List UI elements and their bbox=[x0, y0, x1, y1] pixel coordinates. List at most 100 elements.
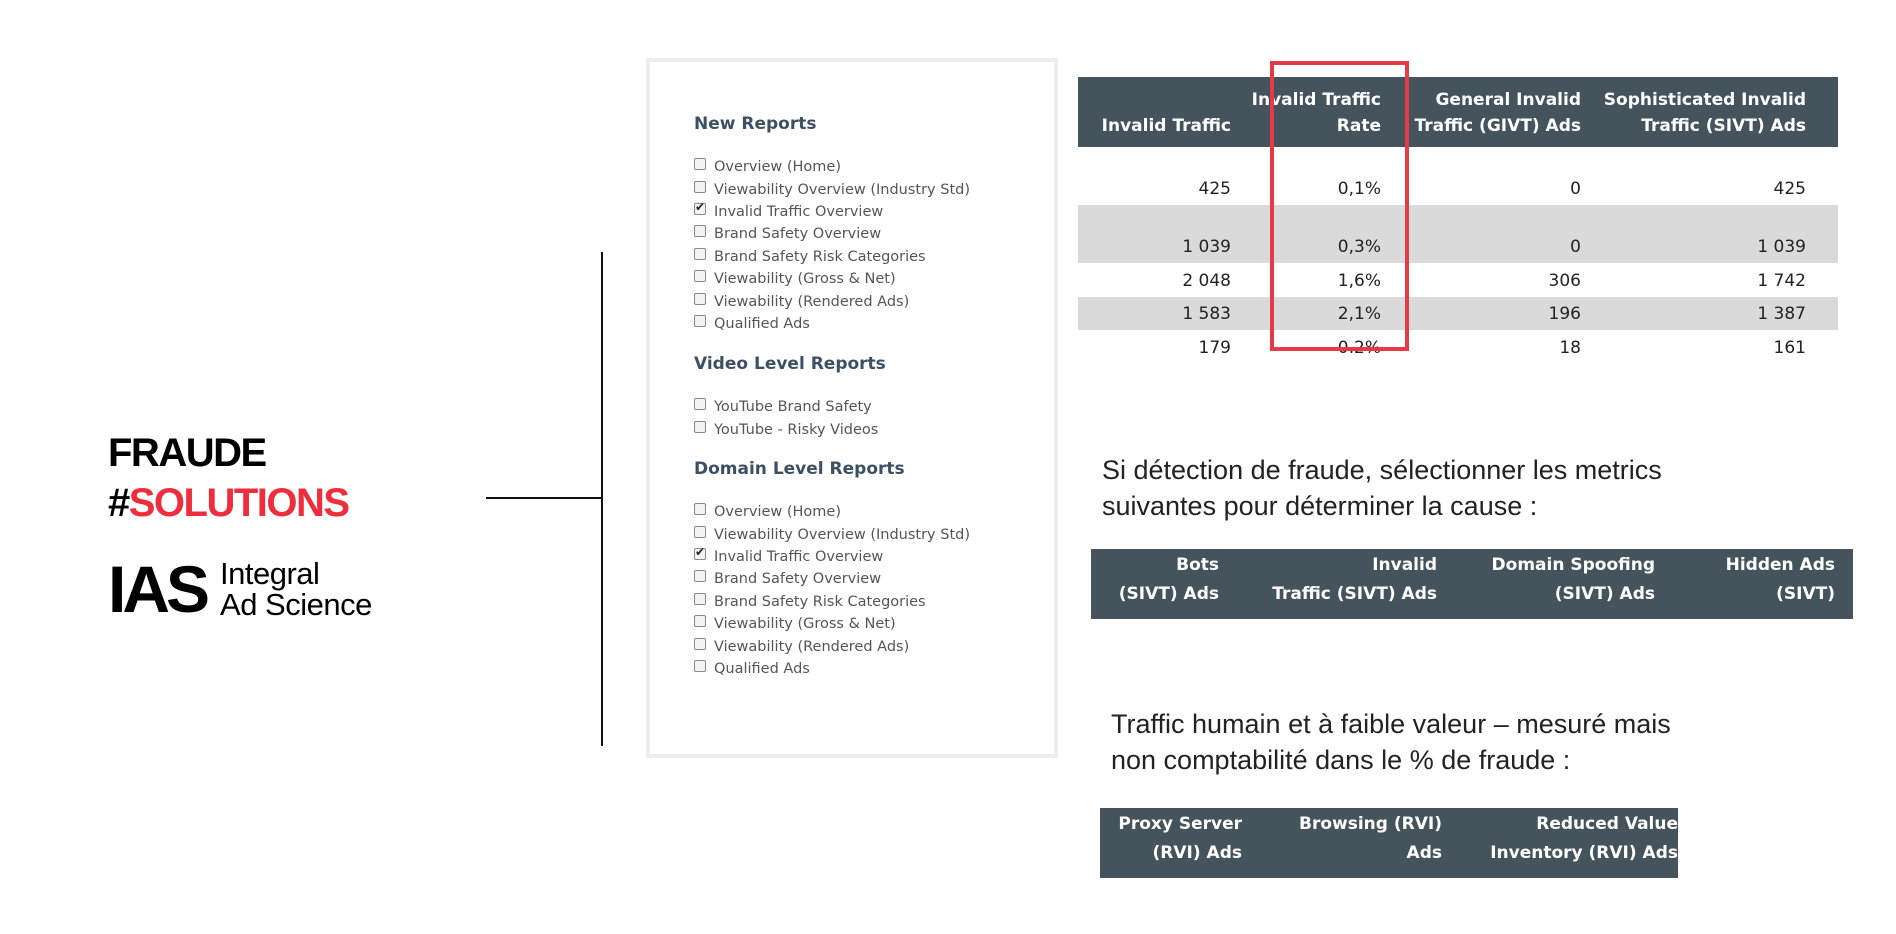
checkbox[interactable] bbox=[694, 158, 706, 171]
report-item[interactable]: Overview (Home) bbox=[694, 156, 970, 178]
table-cell: 0,3% bbox=[1337, 237, 1381, 257]
ias-logo: IAS Integral Ad Science bbox=[108, 556, 372, 622]
report-panel: New Reports Overview (Home) Viewability … bbox=[646, 58, 1058, 758]
table-cell: 2,1% bbox=[1337, 304, 1381, 324]
report-item[interactable]: YouTube Brand Safety bbox=[694, 396, 878, 418]
report-item[interactable]: Qualified Ads bbox=[694, 313, 970, 335]
report-item[interactable]: Qualified Ads bbox=[694, 658, 970, 680]
report-item-label: Brand Safety Overview bbox=[714, 226, 882, 243]
section-title-video-reports: Video Level Reports bbox=[694, 354, 886, 374]
report-item-label: Viewability Overview (Industry Std) bbox=[714, 181, 970, 198]
report-item[interactable]: Viewability (Gross & Net) bbox=[694, 613, 970, 635]
report-item-label: Viewability (Gross & Net) bbox=[714, 616, 896, 633]
ias-logo-text: Integral Ad Science bbox=[220, 558, 372, 620]
report-item-label: YouTube - Risky Videos bbox=[714, 421, 879, 438]
report-item-label: Qualified Ads bbox=[714, 315, 810, 332]
report-item-label: Viewability Overview (Industry Std) bbox=[714, 526, 970, 543]
metric-header-line: (SIVT) Ads bbox=[1118, 584, 1219, 604]
metric-header-incentivized-browsing: Incentivized Browsing (RVI) Ads bbox=[1260, 785, 1460, 878]
table-row: 1 583 2,1% 196 1 387 bbox=[1078, 297, 1838, 330]
checkbox[interactable] bbox=[694, 659, 706, 672]
table-cell: 306 bbox=[1548, 271, 1581, 291]
checkbox[interactable] bbox=[694, 225, 706, 238]
metric-header-line: (SIVT) Ads bbox=[1554, 584, 1655, 604]
checkbox[interactable] bbox=[694, 420, 706, 433]
checkbox[interactable] bbox=[694, 592, 706, 605]
checkbox[interactable] bbox=[694, 637, 706, 650]
checkbox[interactable] bbox=[694, 398, 706, 411]
note-line: non comptabilité dans le % de fraude : bbox=[1111, 745, 1571, 775]
report-item[interactable]: Viewability (Rendered Ads) bbox=[694, 635, 970, 657]
metric-header-line: Incentivized bbox=[1325, 785, 1442, 805]
report-item[interactable]: Viewability Overview (Industry Std) bbox=[694, 178, 970, 200]
checkbox[interactable] bbox=[694, 503, 706, 516]
metric-header-line: Inventory (RVI) Ads bbox=[1490, 843, 1678, 863]
report-item[interactable]: YouTube - Risky Videos bbox=[694, 418, 878, 440]
table-cell: 1 742 bbox=[1757, 271, 1806, 291]
table-cell: 1 387 bbox=[1757, 304, 1806, 324]
metric-header-line: Sophisticated Invalid bbox=[1305, 526, 1437, 575]
metric-header-bots: Bots (SIVT) Ads bbox=[1091, 549, 1237, 619]
table-row: 425 0,1% 0 425 bbox=[1078, 147, 1838, 205]
brand-title-line2: #SOLUTIONS bbox=[108, 478, 350, 528]
checkbox[interactable] bbox=[694, 314, 706, 327]
checkbox[interactable] bbox=[694, 292, 706, 305]
checkbox[interactable] bbox=[694, 247, 706, 260]
report-item-label: Brand Safety Risk Categories bbox=[714, 248, 926, 265]
brand-block: FRAUDE #SOLUTIONS bbox=[108, 428, 350, 528]
report-item[interactable]: Brand Safety Risk Categories bbox=[694, 591, 970, 613]
report-list-new: Overview (Home) Viewability Overview (In… bbox=[694, 156, 970, 335]
metric-header-sivt: Sophisticated Invalid Traffic (SIVT) Ads bbox=[1237, 526, 1455, 619]
note-line: suivantes pour déterminer la cause : bbox=[1102, 491, 1538, 521]
ias-logo-line2: Ad Science bbox=[220, 587, 372, 622]
rvi-note: Traffic humain et à faible valeur – mesu… bbox=[1111, 706, 1671, 778]
ias-logo-line1: Integral bbox=[220, 556, 320, 591]
report-item[interactable]: Viewability Overview (Industry Std) bbox=[694, 523, 970, 545]
table-cell: 196 bbox=[1548, 304, 1581, 324]
checkbox[interactable] bbox=[694, 180, 706, 193]
table-cell: 161 bbox=[1773, 338, 1806, 353]
brand-solutions: SOLUTIONS bbox=[128, 481, 350, 525]
checkbox-checked[interactable] bbox=[694, 200, 706, 215]
report-list-video: YouTube Brand Safety YouTube - Risky Vid… bbox=[694, 396, 878, 441]
note-line: Si détection de fraude, sélectionner les… bbox=[1102, 455, 1662, 485]
checkbox[interactable] bbox=[694, 525, 706, 538]
table-row: 179 0,2% 18 161 bbox=[1078, 330, 1838, 353]
report-item-label: Overview (Home) bbox=[714, 504, 842, 521]
metric-header-domain-spoofing: Domain Spoofing (SIVT) Ads bbox=[1455, 549, 1673, 619]
report-item[interactable]: Brand Safety Overview bbox=[694, 223, 970, 245]
metric-header-reduced-value: Reduced Value Inventory (RVI) Ads bbox=[1460, 808, 1678, 878]
table-cell: 425 bbox=[1773, 179, 1806, 199]
checkbox[interactable] bbox=[694, 615, 706, 628]
report-item[interactable]: Invalid Traffic Overview bbox=[694, 200, 970, 223]
table-cell: 1 039 bbox=[1757, 237, 1806, 257]
note-line: Traffic humain et à faible valeur – mesu… bbox=[1111, 709, 1671, 739]
report-item[interactable]: Viewability (Gross & Net) bbox=[694, 268, 970, 290]
report-item-label: YouTube Brand Safety bbox=[714, 399, 872, 416]
invalid-traffic-table: Invalid Traffic Invalid Traffic Rate Gen… bbox=[1078, 77, 1838, 353]
report-item[interactable]: Overview (Home) bbox=[694, 501, 970, 523]
table-cell: 425 bbox=[1198, 179, 1231, 199]
report-item[interactable]: Brand Safety Risk Categories bbox=[694, 246, 970, 268]
checkbox[interactable] bbox=[694, 570, 706, 583]
report-item-label: Viewability (Gross & Net) bbox=[714, 271, 896, 288]
metric-header-line: Reduced Value bbox=[1536, 814, 1678, 834]
metric-header-line: Hidden Ads bbox=[1725, 555, 1835, 575]
table-row: 1 039 0,3% 0 1 039 bbox=[1078, 205, 1838, 263]
table-cell: 2 048 bbox=[1182, 271, 1231, 291]
metric-header-line: Bots bbox=[1176, 555, 1219, 575]
rate-column-highlight bbox=[1270, 61, 1409, 351]
report-item[interactable]: Viewability (Rendered Ads) bbox=[694, 290, 970, 312]
table-header-sivt-ads: Sophisticated Invalid Traffic (SIVT) Ads bbox=[1603, 90, 1806, 136]
table-cell: 0 bbox=[1570, 179, 1581, 199]
checkbox-checked[interactable] bbox=[694, 545, 706, 560]
sivt-metrics-header: Bots (SIVT) Ads Sophisticated Invalid Traf… bbox=[1091, 526, 1853, 619]
report-item[interactable]: Invalid Traffic Overview bbox=[694, 545, 970, 568]
metric-header-proxy-server: Proxy Server (RVI) Ads bbox=[1100, 808, 1260, 878]
section-title-domain-reports: Domain Level Reports bbox=[694, 459, 905, 479]
report-item[interactable]: Brand Safety Overview bbox=[694, 568, 970, 590]
table-cell: 179 bbox=[1198, 338, 1231, 353]
report-item-label: Invalid Traffic Overview bbox=[714, 203, 884, 220]
metric-header-line: Traffic (SIVT) Ads bbox=[1272, 584, 1437, 604]
checkbox[interactable] bbox=[694, 270, 706, 283]
